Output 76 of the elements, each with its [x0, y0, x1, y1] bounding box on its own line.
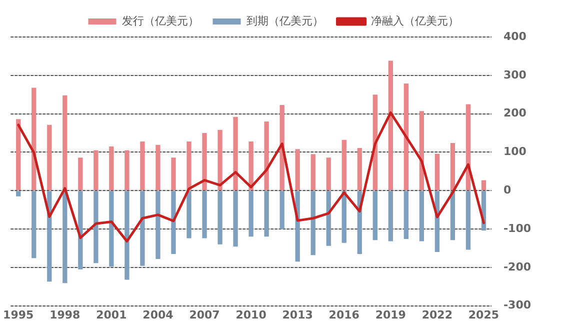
bar: [404, 191, 408, 239]
bar: [78, 158, 83, 190]
bar: [16, 119, 21, 190]
bar: [109, 191, 114, 267]
bar: [186, 191, 192, 238]
bar: [466, 191, 471, 250]
bar: [218, 191, 222, 244]
y-tick-label: 0: [503, 183, 512, 196]
x-tick-label: 2025: [468, 308, 500, 322]
x-tick-label: 2004: [142, 308, 174, 322]
bar: [326, 191, 331, 246]
bar: [171, 158, 176, 190]
bar: [233, 191, 238, 247]
bar: [372, 191, 378, 240]
bar: [202, 133, 207, 190]
bar: [264, 191, 269, 237]
bar: [434, 154, 440, 190]
bar: [218, 130, 222, 190]
y-tick-label: -100: [503, 222, 532, 235]
bar: [233, 116, 238, 190]
bar: [342, 191, 346, 243]
bar: [310, 154, 316, 190]
bar: [248, 141, 254, 190]
bar: [280, 104, 284, 190]
legend-label: 净融入（亿美元）: [370, 14, 459, 28]
x-tick-label: 2007: [189, 308, 220, 322]
bar: [357, 148, 362, 190]
bar: [419, 191, 424, 242]
bar: [109, 146, 114, 190]
x-tick-label: 1998: [50, 308, 80, 322]
bar: [16, 191, 21, 196]
bar: [124, 150, 130, 190]
bar: [342, 140, 346, 190]
bar: [94, 150, 98, 190]
bar: [404, 83, 408, 190]
y-tick-label: 100: [503, 145, 527, 158]
bar: [78, 191, 83, 270]
bar: [264, 121, 269, 190]
x-tick-label: 2010: [236, 308, 267, 322]
legend-label: 发行（亿美元）: [122, 14, 199, 28]
bar: [450, 142, 456, 190]
bar: [32, 88, 36, 190]
bar: [62, 95, 68, 190]
bar: [388, 191, 393, 242]
bar: [47, 124, 52, 190]
bar: [32, 191, 36, 258]
x-tick-label: 2001: [96, 308, 127, 322]
bar: [140, 191, 145, 266]
bar: [94, 191, 98, 264]
bar: [248, 191, 254, 237]
bar: [156, 144, 160, 190]
bar: [310, 191, 316, 256]
bar: [186, 141, 192, 190]
legend-label: 到期（亿美元）: [246, 14, 324, 28]
y-tick-label: 200: [503, 106, 527, 120]
bar: [140, 141, 145, 190]
y-tick-label: 400: [503, 30, 527, 43]
x-tick-label: 2022: [422, 308, 452, 322]
bar: [124, 191, 130, 280]
x-tick-label: 2013: [282, 308, 313, 322]
bar: [326, 158, 331, 190]
bar: [388, 60, 393, 190]
x-tick-label: 2016: [328, 308, 360, 322]
bar: [156, 191, 160, 259]
y-tick-label: -300: [503, 298, 532, 312]
x-tick-label: 1995: [3, 308, 34, 322]
x-tick-label: 2019: [375, 308, 406, 322]
bar: [280, 191, 284, 229]
bar: [171, 191, 176, 254]
y-tick-label: 300: [503, 68, 527, 82]
y-tick-label: -200: [503, 260, 532, 274]
bar: [295, 149, 300, 190]
bar: [62, 191, 68, 284]
bar: [202, 191, 207, 238]
bar: [481, 180, 486, 190]
bar: [450, 191, 456, 240]
